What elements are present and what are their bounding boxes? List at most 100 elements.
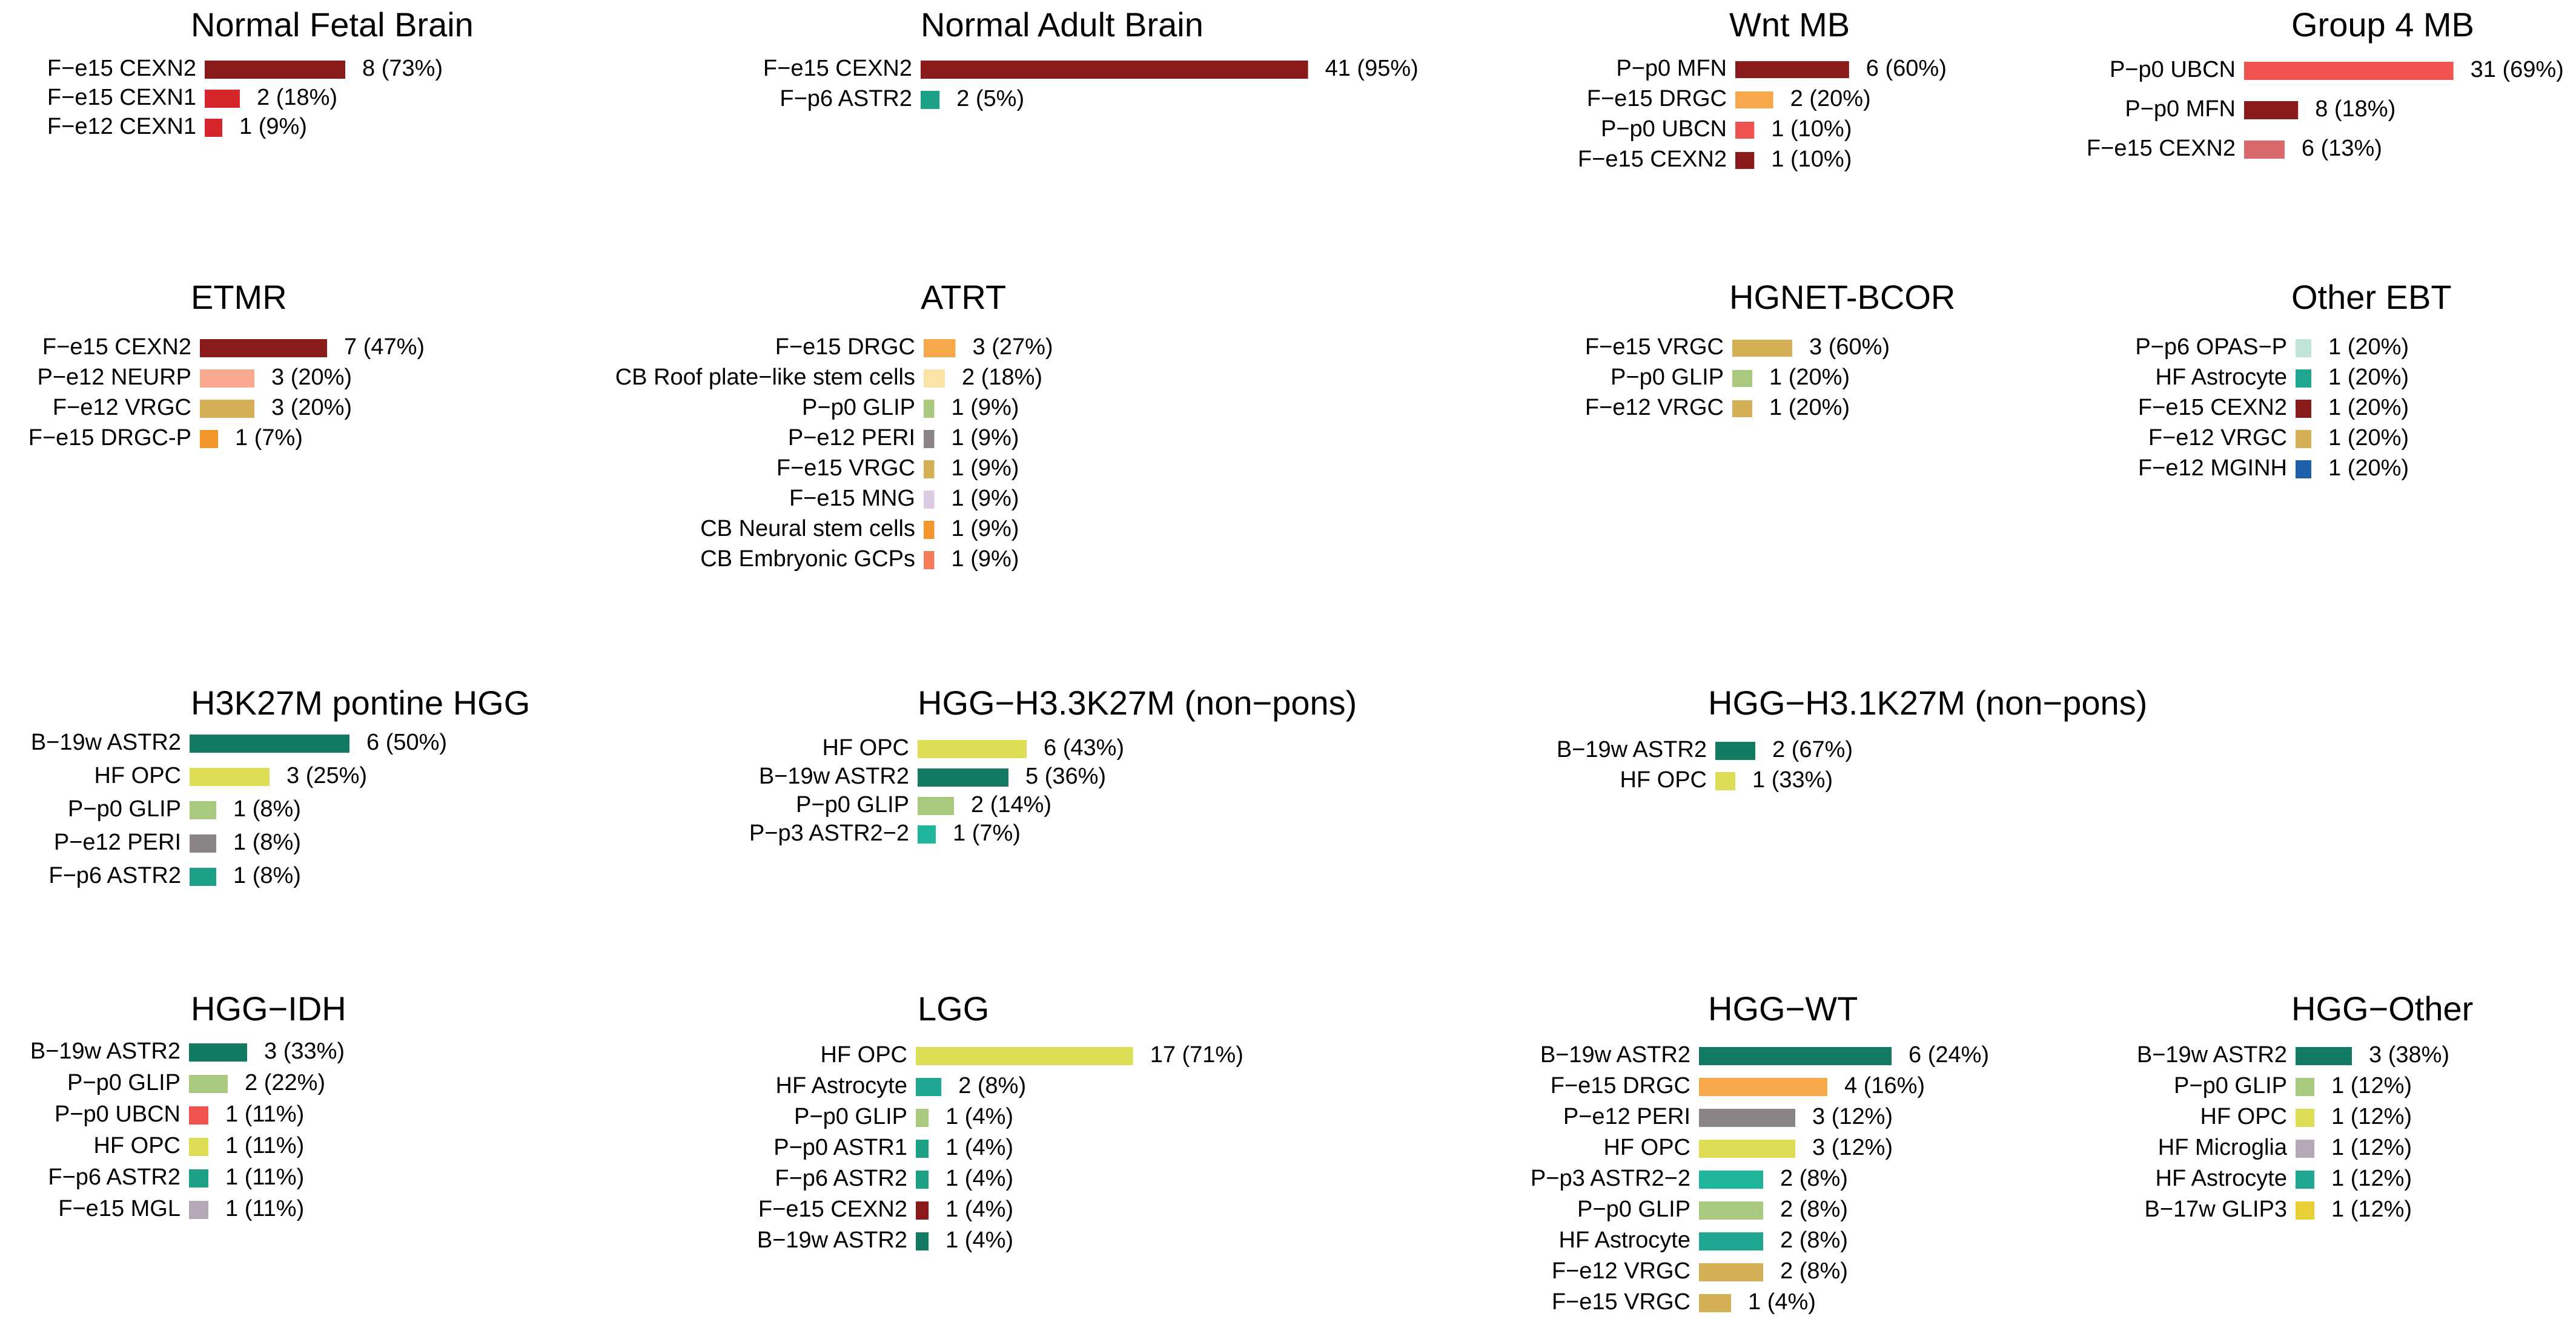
value-label: 1 (11%) — [225, 1133, 304, 1158]
category-label: P−e12 PERI — [1563, 1104, 1690, 1129]
value-label: 5 (36%) — [1025, 764, 1106, 789]
bar-hgg-wt-b-19w-astr2 — [1699, 1047, 1892, 1065]
bar-etmr-f-e15-drgc-p — [200, 430, 218, 448]
category-label: HF OPC — [94, 763, 181, 788]
bar-hgg-idh-f-e15-mgl — [189, 1201, 208, 1219]
value-label: 2 (18%) — [962, 365, 1042, 390]
value-label: 1 (20%) — [2328, 365, 2409, 390]
value-label: 1 (8%) — [233, 863, 301, 888]
category-label: P−p0 GLIP — [67, 1070, 180, 1095]
value-label: 1 (12%) — [2331, 1073, 2412, 1098]
value-label: 1 (12%) — [2331, 1197, 2412, 1222]
value-label: 31 (69%) — [2471, 57, 2564, 82]
bar-lgg-hf-opc — [916, 1047, 1133, 1065]
bar-normal-fetal-brain-f-e12-cexn1 — [205, 119, 222, 137]
bar-h3k27m-pontine-hgg-p-e12-peri — [190, 834, 216, 853]
category-label: F−e12 VRGC — [2148, 425, 2287, 451]
bar-hgg-h3-3k27m-non-pons-hf-opc — [918, 740, 1027, 758]
category-label: P−p6 OPAS−P — [2135, 334, 2287, 360]
value-label: 3 (12%) — [1812, 1135, 1893, 1160]
bar-atrt-p-e12-peri — [924, 430, 935, 448]
category-label: HF OPC — [93, 1133, 180, 1158]
value-label: 2 (20%) — [1790, 86, 1871, 111]
bar-group-4-mb-p-p0-mfn — [2244, 101, 2299, 119]
category-label: HF OPC — [1603, 1135, 1690, 1160]
category-label: P−p0 UBCN — [2110, 57, 2236, 82]
value-label: 1 (20%) — [2328, 425, 2409, 451]
value-label: 8 (18%) — [2315, 96, 2396, 122]
category-label: HF OPC — [820, 1042, 907, 1068]
value-label: 7 (47%) — [344, 334, 425, 360]
bar-hgnet-bcor-p-p0-glip — [1732, 370, 1752, 387]
panel-title-hgg-wt: HGG−WT — [1708, 989, 1858, 1028]
category-label: F−e12 CEXN1 — [47, 114, 196, 139]
value-label: 41 (95%) — [1325, 56, 1419, 81]
bar-hgg-idh-p-p0-ubcn — [189, 1106, 208, 1125]
value-label: 17 (71%) — [1150, 1042, 1243, 1068]
category-label: HF Astrocyte — [2156, 365, 2288, 390]
category-label: B−19w ASTR2 — [759, 764, 909, 789]
category-label: F−e15 CEXN2 — [758, 1197, 907, 1222]
panel-title-atrt: ATRT — [921, 278, 1006, 316]
bar-hgg-other-b-17w-glip3 — [2296, 1201, 2314, 1220]
category-label: HF Astrocyte — [776, 1073, 908, 1098]
bar-hgg-h3-1k27m-non-pons-b-19w-astr2 — [1715, 742, 1755, 760]
category-label: F−e15 MNG — [789, 486, 915, 511]
panel-title-group-4-mb: Group 4 MB — [2291, 5, 2474, 44]
category-label: P−p0 GLIP — [796, 792, 909, 818]
bar-atrt-f-e15-mng — [924, 491, 935, 509]
category-label: F−e15 CEXN2 — [763, 56, 912, 81]
panel-title-hgg-h3-1k27m-non-pons: HGG−H3.1K27M (non−pons) — [1708, 684, 2147, 722]
value-label: 2 (18%) — [257, 85, 337, 110]
bar-hgg-other-hf-astrocyte — [2296, 1171, 2314, 1189]
bar-hgg-h3-3k27m-non-pons-p-p3-astr2-2 — [918, 825, 936, 844]
value-label: 1 (11%) — [225, 1164, 304, 1190]
value-label: 3 (20%) — [271, 395, 352, 420]
value-label: 2 (22%) — [245, 1070, 325, 1095]
bar-lgg-p-p0-astr1 — [916, 1140, 929, 1158]
category-label: P−p0 GLIP — [802, 395, 915, 420]
category-label: F−e15 CEXN2 — [47, 56, 196, 81]
category-label: P−p0 UBCN — [55, 1102, 180, 1127]
panel-title-h3k27m-pontine-hgg: H3K27M pontine HGG — [191, 684, 530, 722]
panel-title-hgnet-bcor: HGNET-BCOR — [1729, 278, 1955, 316]
bar-wnt-mb-f-e15-cexn2 — [1735, 152, 1755, 169]
category-label: F−e15 VRGC — [1552, 1289, 1690, 1315]
category-label: CB Roof plate−like stem cells — [615, 365, 915, 390]
panel-title-lgg: LGG — [918, 989, 989, 1028]
bar-atrt-cb-neural-stem-cells — [924, 521, 935, 539]
bar-lgg-hf-astrocyte — [916, 1078, 942, 1096]
category-label: P−p0 MFN — [2125, 96, 2236, 122]
value-label: 2 (5%) — [956, 86, 1024, 111]
value-label: 1 (7%) — [953, 821, 1021, 846]
category-label: P−p0 MFN — [1616, 56, 1727, 81]
category-label: P−e12 PERI — [54, 830, 181, 855]
category-label: HF OPC — [822, 735, 909, 761]
value-label: 1 (20%) — [1769, 365, 1850, 390]
category-label: HF Astrocyte — [1559, 1227, 1691, 1253]
category-label: F−e12 VRGC — [1552, 1258, 1690, 1284]
category-label: B−19w ASTR2 — [2137, 1042, 2287, 1068]
bar-atrt-cb-roof-plate-like-stem-cells — [924, 369, 945, 388]
bar-normal-adult-brain-f-p6-astr2 — [921, 91, 940, 109]
bar-normal-adult-brain-f-e15-cexn2 — [921, 61, 1308, 79]
category-label: F−e15 CEXN2 — [2138, 395, 2287, 420]
bar-lgg-b-19w-astr2 — [916, 1232, 929, 1250]
value-label: 3 (25%) — [286, 763, 367, 788]
bar-h3k27m-pontine-hgg-p-p0-glip — [190, 801, 216, 819]
value-label: 1 (9%) — [239, 114, 307, 139]
bar-hgnet-bcor-f-e15-vrgc — [1732, 340, 1792, 357]
value-label: 3 (27%) — [973, 334, 1053, 360]
bar-hgg-idh-f-p6-astr2 — [189, 1169, 208, 1188]
bar-atrt-f-e15-drgc — [924, 339, 956, 357]
bar-hgg-other-hf-opc — [2296, 1109, 2314, 1127]
category-label: P−p0 ASTR1 — [773, 1135, 907, 1160]
value-label: 3 (33%) — [264, 1039, 345, 1064]
bar-hgg-idh-b-19w-astr2 — [189, 1043, 247, 1062]
panel-title-normal-fetal-brain: Normal Fetal Brain — [191, 5, 474, 44]
category-label: F−e15 MGL — [58, 1196, 180, 1221]
value-label: 1 (20%) — [2328, 455, 2409, 481]
value-label: 3 (38%) — [2369, 1042, 2449, 1068]
bar-wnt-mb-p-p0-mfn — [1735, 61, 1849, 78]
value-label: 6 (13%) — [2302, 136, 2382, 161]
